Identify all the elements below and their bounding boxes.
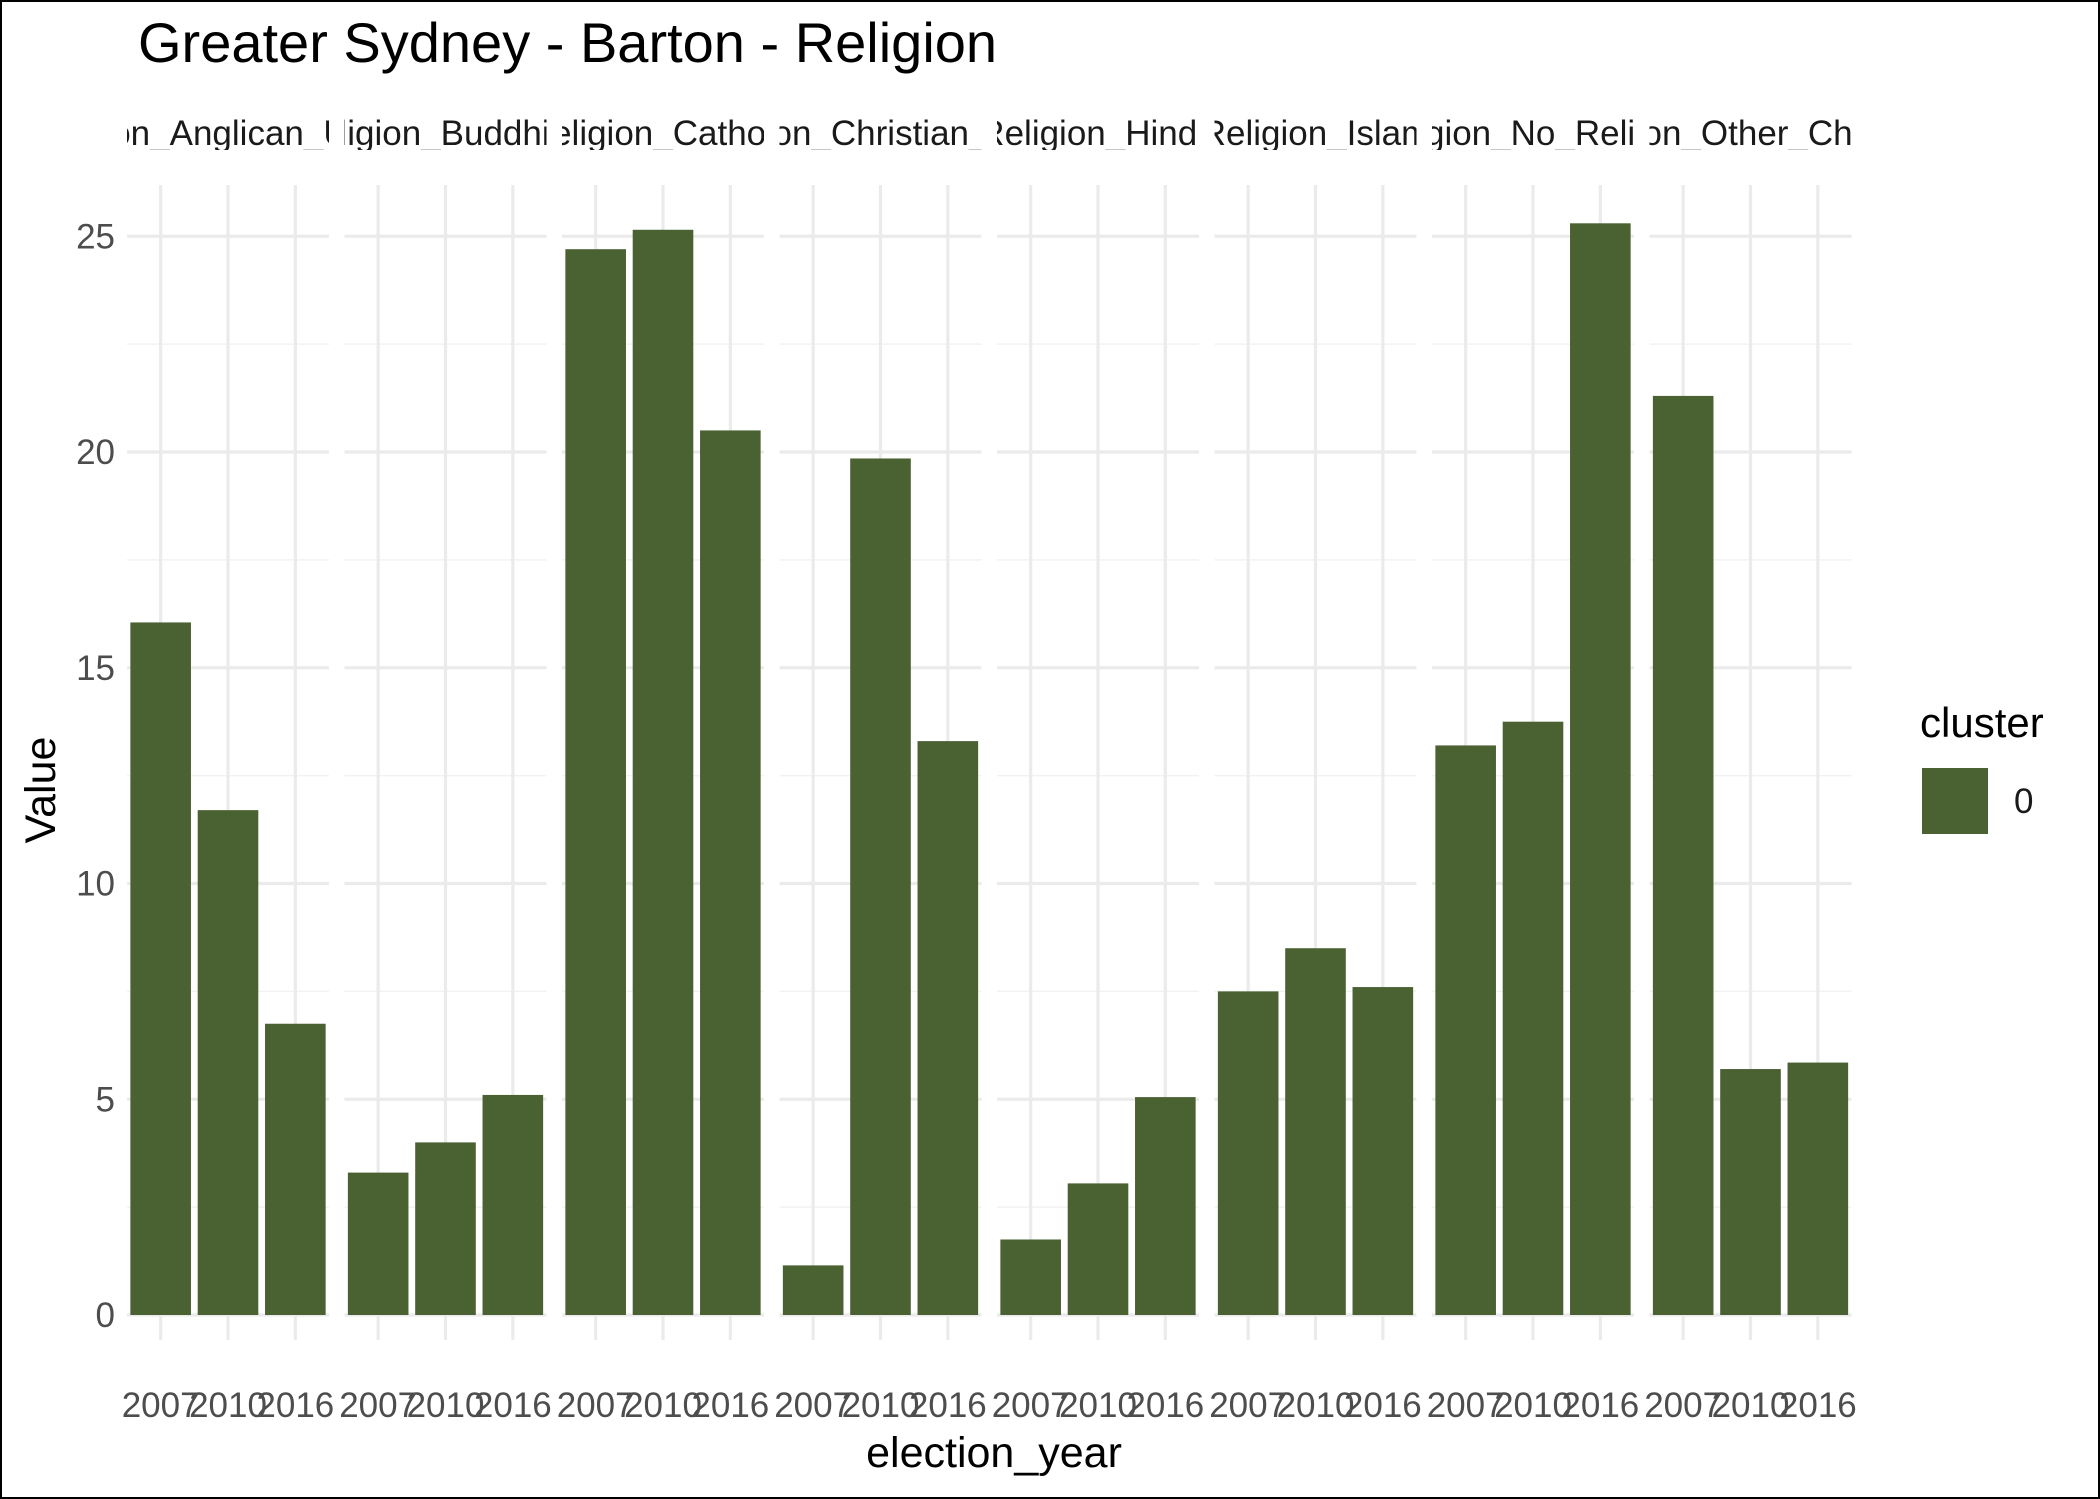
bar-religion-christian-other-2010 (850, 458, 911, 1315)
facet-panels: Religion_Anglican_Uniting200720102016Rel… (24, 114, 1946, 1425)
bar-religion-christian-other-2007 (782, 1265, 844, 1315)
legend: cluster 0 (1920, 699, 2044, 834)
x-tick-label-2007: 2007 (992, 1386, 1070, 1425)
x-tick-label-2007: 2007 (122, 1386, 200, 1425)
x-tick-label-2010: 2010 (407, 1386, 485, 1425)
x-tick-label-2016: 2016 (1779, 1386, 1857, 1425)
x-tick-label-2007: 2007 (1209, 1386, 1287, 1425)
bar-religion-buddhism-2010 (415, 1142, 476, 1315)
facet-strip-label: Religion_Buddhism (295, 114, 597, 153)
x-tick-label-2010: 2010 (189, 1386, 267, 1425)
bar-religion-catholic-2016 (700, 430, 761, 1315)
bar-religion-other-christian-2016 (1787, 1062, 1849, 1315)
bar-religion-islam-2007 (1217, 991, 1279, 1315)
facet-strip-label: Religion_Other_Christian (1555, 114, 1946, 153)
x-axis-title: election_year (866, 1429, 1122, 1477)
bar-religion-hindu-2010 (1067, 1183, 1129, 1315)
chart-title: Greater Sydney - Barton - Religion (138, 11, 997, 74)
x-tick-label-2010: 2010 (624, 1386, 702, 1425)
y-tick-label-5: 5 (96, 1080, 115, 1119)
x-tick-label-2016: 2016 (1344, 1386, 1422, 1425)
x-tick-label-2007: 2007 (774, 1386, 852, 1425)
x-tick-label-2010: 2010 (1277, 1386, 1355, 1425)
facet-strip-label: Religion_Islam (1201, 114, 1431, 153)
x-tick-label-2007: 2007 (1427, 1386, 1505, 1425)
facet-strip-label: Religion_Anglican_Uniting (24, 114, 433, 153)
legend-title: cluster (1920, 699, 2044, 746)
bar-religion-islam-2016 (1352, 987, 1414, 1315)
x-tick-label-2007: 2007 (339, 1386, 417, 1425)
bar-religion-buddhism-2016 (482, 1094, 544, 1315)
facet-strip-label: Religion_No_Religion (1365, 114, 1702, 153)
x-tick-label-2016: 2016 (1561, 1386, 1639, 1425)
bar-religion-anglican-uniting-2016 (265, 1023, 326, 1315)
x-tick-label-2007: 2007 (557, 1386, 635, 1425)
facet-strip-label: Religion_Christian_Other (685, 114, 1076, 153)
legend-key-0 (1922, 768, 1988, 834)
y-axis-title: Value (17, 737, 65, 844)
y-tick-label-15: 15 (76, 649, 115, 688)
x-tick-label-2016: 2016 (256, 1386, 334, 1425)
y-tick-label-0: 0 (96, 1296, 115, 1335)
bar-religion-other-christian-2007 (1652, 395, 1714, 1315)
bar-religion-hindu-2016 (1135, 1097, 1196, 1315)
bar-religion-islam-2010 (1285, 948, 1346, 1315)
bar-religion-no-religion-2007 (1435, 745, 1496, 1315)
bar-religion-other-christian-2010 (1720, 1069, 1781, 1315)
bar-religion-no-religion-2016 (1570, 223, 1631, 1316)
x-tick-label-2016: 2016 (909, 1386, 987, 1425)
bar-religion-catholic-2007 (565, 249, 626, 1315)
bar-religion-no-religion-2010 (1502, 721, 1564, 1315)
bar-religion-buddhism-2007 (347, 1172, 409, 1315)
facet-strip-label: Religion_Hindu (979, 114, 1216, 153)
y-axis-ticks: 0 5 10 15 20 25 (76, 217, 115, 1335)
bar-religion-hindu-2007 (1000, 1239, 1061, 1315)
x-tick-label-2010: 2010 (1059, 1386, 1137, 1425)
legend-label-0: 0 (2014, 782, 2033, 821)
bar-religion-anglican-uniting-2010 (197, 810, 259, 1315)
facet-strip-label: Religion_Catholic (527, 114, 799, 153)
x-tick-label-2016: 2016 (474, 1386, 552, 1425)
bar-religion-christian-other-2016 (917, 741, 979, 1315)
x-tick-label-2016: 2016 (691, 1386, 769, 1425)
x-tick-label-2016: 2016 (1126, 1386, 1204, 1425)
x-tick-label-2010: 2010 (842, 1386, 920, 1425)
bar-religion-catholic-2010 (632, 229, 694, 1316)
bar-religion-anglican-uniting-2007 (130, 622, 191, 1315)
y-tick-label-25: 25 (76, 217, 115, 256)
x-tick-label-2007: 2007 (1644, 1386, 1722, 1425)
y-tick-label-10: 10 (76, 865, 115, 904)
x-tick-label-2010: 2010 (1712, 1386, 1790, 1425)
x-tick-label-2010: 2010 (1494, 1386, 1572, 1425)
y-tick-label-20: 20 (76, 433, 115, 472)
